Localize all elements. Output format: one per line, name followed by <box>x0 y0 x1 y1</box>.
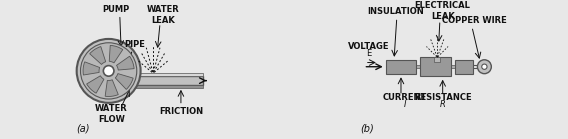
Text: WATER
FLOW: WATER FLOW <box>95 104 128 124</box>
Circle shape <box>482 64 487 69</box>
Text: PIPE: PIPE <box>124 40 145 49</box>
Circle shape <box>81 43 137 99</box>
Bar <box>420 57 451 76</box>
Wedge shape <box>87 76 104 93</box>
Wedge shape <box>109 45 123 63</box>
Text: RESISTANCE: RESISTANCE <box>414 93 471 102</box>
Bar <box>434 57 440 62</box>
Text: I: I <box>404 100 406 109</box>
Text: (b): (b) <box>361 123 374 133</box>
Wedge shape <box>83 62 99 75</box>
Bar <box>451 65 455 68</box>
Text: E: E <box>366 49 371 58</box>
Wedge shape <box>90 47 106 64</box>
Wedge shape <box>105 80 118 96</box>
Text: CURRENT: CURRENT <box>383 93 427 102</box>
Bar <box>386 60 416 74</box>
Wedge shape <box>116 56 134 70</box>
Text: FRICTION: FRICTION <box>159 107 203 116</box>
Bar <box>105 85 203 88</box>
Text: WATER
LEAK: WATER LEAK <box>147 5 179 25</box>
Text: ELECTRICAL
LEAK: ELECTRICAL LEAK <box>415 1 471 21</box>
Circle shape <box>77 39 141 103</box>
Bar <box>416 65 433 68</box>
Wedge shape <box>115 74 133 89</box>
Bar <box>105 76 203 85</box>
Bar <box>105 73 203 76</box>
Circle shape <box>103 66 114 76</box>
Text: R: R <box>440 100 446 109</box>
Text: (a): (a) <box>77 123 90 133</box>
Text: PUMP: PUMP <box>102 5 129 14</box>
Text: VOLTAGE: VOLTAGE <box>348 42 390 51</box>
Bar <box>455 60 473 74</box>
Circle shape <box>478 60 491 74</box>
Text: INSULATION: INSULATION <box>367 7 424 16</box>
Text: COPPER WIRE: COPPER WIRE <box>442 16 507 25</box>
